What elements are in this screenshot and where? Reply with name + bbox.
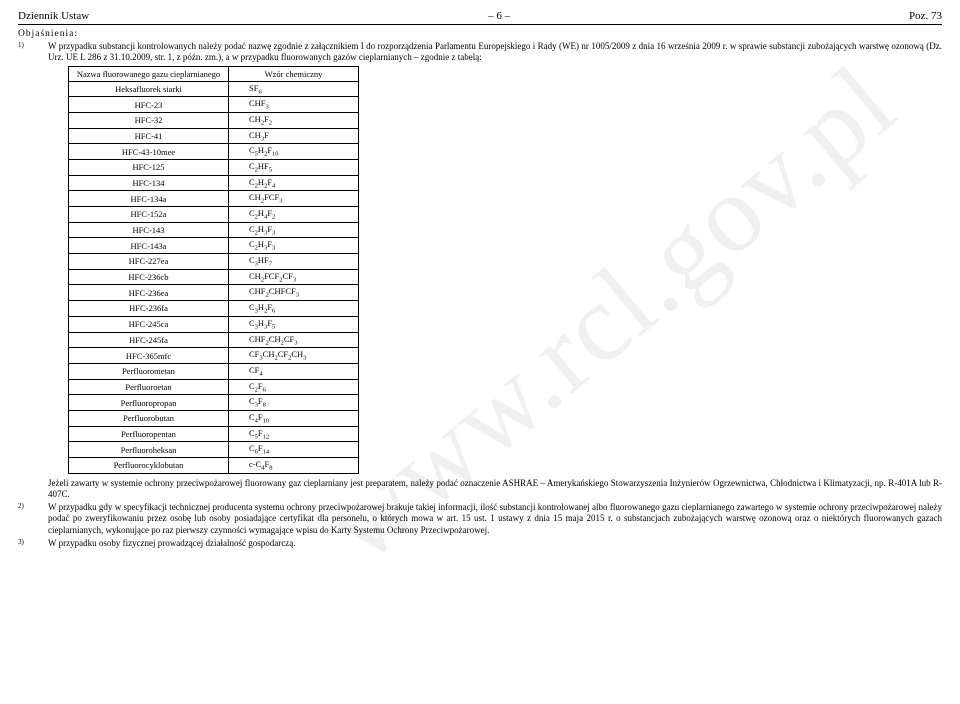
gas-name: HFC-236ea: [69, 285, 229, 301]
table-row: PerfluoropentanC5F12: [69, 426, 359, 442]
gas-name: HFC-43-10mee: [69, 144, 229, 160]
gas-formula: C2HF5: [229, 159, 359, 175]
table-row: Perfluorocyklobutanc-C4F8: [69, 458, 359, 474]
table-row: Heksafluorek siarkiSF6: [69, 81, 359, 97]
gas-name: HFC-143a: [69, 238, 229, 254]
gas-name: HFC-134: [69, 175, 229, 191]
header-right: Poz. 73: [909, 10, 942, 22]
table-row: HFC-134aCH2FCF3: [69, 191, 359, 207]
gas-formula: CH2F2: [229, 112, 359, 128]
table-row: PerfluorometanCF4: [69, 363, 359, 379]
gas-formula: C4F10: [229, 410, 359, 426]
note-1b-text: Jeżeli zawarty w systemie ochrony przeci…: [48, 478, 942, 501]
gas-formula: C3H2F6: [229, 301, 359, 317]
table-row: HFC-143C2H3F3: [69, 222, 359, 238]
gas-formula: C5F12: [229, 426, 359, 442]
table-row: HFC-134C2H2F4: [69, 175, 359, 191]
gas-name: HFC-41: [69, 128, 229, 144]
note-3: 3) W przypadku osoby fizycznej prowadząc…: [18, 538, 942, 549]
gas-name: HFC-245ca: [69, 316, 229, 332]
note-2: 2) W przypadku gdy w specyfikacji techni…: [18, 502, 942, 536]
table-header-row: Nazwa fluorowanego gazu cieplarnianego W…: [69, 66, 359, 81]
gas-name: HFC-245fa: [69, 332, 229, 348]
gas-name: HFC-227ea: [69, 254, 229, 270]
table-row: HFC-32CH2F2: [69, 112, 359, 128]
note-1b: Jeżeli zawarty w systemie ochrony przeci…: [18, 478, 942, 501]
table-row: PerfluoroetanC2F6: [69, 379, 359, 395]
table-row: PerfluoroheksanC6F14: [69, 442, 359, 458]
note-2-text: W przypadku gdy w specyfikacji techniczn…: [48, 502, 942, 536]
gas-name: HFC-236cb: [69, 269, 229, 285]
note-2-number: 2): [18, 502, 48, 536]
gas-formula: C3H3F5: [229, 316, 359, 332]
table-row: PerfluorobutanC4F10: [69, 410, 359, 426]
gas-name: Perfluorometan: [69, 363, 229, 379]
gas-formula: C6F14: [229, 442, 359, 458]
header-center: – 6 –: [488, 10, 510, 22]
gas-formula: c-C4F8: [229, 458, 359, 474]
table-row: HFC-236eaCHF2CHFCF3: [69, 285, 359, 301]
table-row: HFC-236cbCH2FCF2CF3: [69, 269, 359, 285]
gas-formula: CHF2CH2CF3: [229, 332, 359, 348]
note-3-number: 3): [18, 538, 48, 549]
table-row: HFC-23CHF3: [69, 97, 359, 113]
gas-name: HFC-152a: [69, 207, 229, 223]
gas-formula: CH2FCF2CF3: [229, 269, 359, 285]
header-left: Dziennik Ustaw: [18, 10, 89, 22]
gas-name: HFC-23: [69, 97, 229, 113]
gas-formula: CF3CH2CF2CH3: [229, 348, 359, 364]
table-row: HFC-236faC3H2F6: [69, 301, 359, 317]
table-head-name: Nazwa fluorowanego gazu cieplarnianego: [69, 66, 229, 81]
gas-name: HFC-236fa: [69, 301, 229, 317]
gas-name: Perfluoroetan: [69, 379, 229, 395]
gas-name: HFC-125: [69, 159, 229, 175]
table-row: HFC-365mfcCF3CH2CF2CH3: [69, 348, 359, 364]
gas-name: Heksafluorek siarki: [69, 81, 229, 97]
gas-formula: CH2FCF3: [229, 191, 359, 207]
table-row: HFC-152aC2H4F2: [69, 207, 359, 223]
gas-name: HFC-365mfc: [69, 348, 229, 364]
table-row: HFC-143aC2H3F3: [69, 238, 359, 254]
table-row: HFC-41CH3F: [69, 128, 359, 144]
gas-formula: SF6: [229, 81, 359, 97]
table-row: HFC-245faCHF2CH2CF3: [69, 332, 359, 348]
gas-formula: C2F6: [229, 379, 359, 395]
gas-formula: CF4: [229, 363, 359, 379]
gas-name: Perfluoroheksan: [69, 442, 229, 458]
note-1: 1) W przypadku substancji kontrolowanych…: [18, 41, 942, 64]
gas-formula: CH3F: [229, 128, 359, 144]
gas-name: Perfluoropentan: [69, 426, 229, 442]
gas-formula: C2H3F3: [229, 238, 359, 254]
gas-name: HFC-32: [69, 112, 229, 128]
gas-table: Nazwa fluorowanego gazu cieplarnianego W…: [68, 66, 359, 474]
gas-name: HFC-143: [69, 222, 229, 238]
gas-formula: CHF3: [229, 97, 359, 113]
table-row: PerfluoropropanC3F8: [69, 395, 359, 411]
note-3-text: W przypadku osoby fizycznej prowadzącej …: [48, 538, 942, 549]
note-1b-spacer: [18, 478, 48, 501]
gas-formula: C2H2F4: [229, 175, 359, 191]
gas-name: Perfluoropropan: [69, 395, 229, 411]
table-row: HFC-227eaC3HF7: [69, 254, 359, 270]
gas-name: Perfluorobutan: [69, 410, 229, 426]
note-1-number: 1): [18, 41, 48, 64]
gas-formula: C2H3F3: [229, 222, 359, 238]
page-content: Dziennik Ustaw – 6 – Poz. 73 Objaśnienia…: [18, 10, 942, 549]
page-header: Dziennik Ustaw – 6 – Poz. 73: [18, 10, 942, 25]
gas-name: HFC-134a: [69, 191, 229, 207]
section-title: Objaśnienia:: [18, 29, 942, 39]
table-row: HFC-43-10meeC5H2F10: [69, 144, 359, 160]
note-1-text-a: W przypadku substancji kontrolowanych na…: [48, 41, 942, 64]
gas-name: Perfluorocyklobutan: [69, 458, 229, 474]
gas-formula: C3HF7: [229, 254, 359, 270]
table-row: HFC-245caC3H3F5: [69, 316, 359, 332]
table-row: HFC-125C2HF5: [69, 159, 359, 175]
gas-formula: C3F8: [229, 395, 359, 411]
gas-formula: C2H4F2: [229, 207, 359, 223]
table-head-formula: Wzór chemiczny: [229, 66, 359, 81]
gas-formula: CHF2CHFCF3: [229, 285, 359, 301]
gas-formula: C5H2F10: [229, 144, 359, 160]
